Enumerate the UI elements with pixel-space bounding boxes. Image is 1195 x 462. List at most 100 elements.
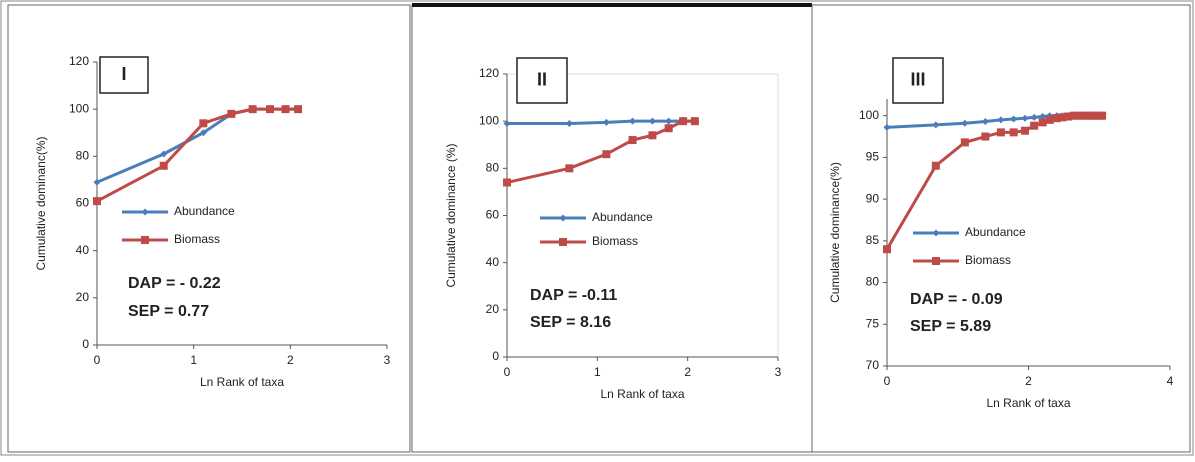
annotation: DAP = - 0.09 (910, 291, 1003, 308)
y-tick-label: 20 (76, 290, 90, 304)
x-tick-label: 3 (775, 365, 782, 379)
point (565, 120, 573, 128)
point (981, 118, 989, 126)
x-axis-title: Ln Rank of taxa (600, 387, 684, 401)
point (1052, 114, 1061, 123)
y-tick-label: 0 (82, 337, 89, 351)
point (931, 161, 940, 170)
point (565, 164, 574, 173)
point (503, 178, 511, 187)
y-tick-label: 75 (866, 316, 880, 330)
x-tick-label: 1 (594, 365, 601, 379)
legend-label: Biomass (965, 253, 1011, 267)
legend-marker (141, 236, 149, 244)
y-tick-label: 120 (479, 66, 499, 80)
point (248, 105, 257, 114)
legend-label: Biomass (592, 234, 638, 248)
annotation: SEP = 8.16 (530, 314, 611, 331)
point (93, 197, 101, 206)
point (1009, 128, 1018, 137)
y-tick-label: 80 (486, 161, 500, 175)
point (1020, 126, 1029, 135)
y-tick-label: 95 (866, 150, 880, 164)
legend-label: Abundance (174, 204, 235, 218)
y-tick-label: 100 (479, 113, 499, 127)
point (883, 245, 891, 254)
y-axis-title: Cumulative dominance (%) (444, 143, 458, 287)
y-tick-label: 60 (76, 196, 90, 210)
x-tick-label: 0 (884, 374, 891, 388)
point (1058, 113, 1067, 122)
panel-border (811, 4, 1191, 453)
y-tick-label: 40 (486, 255, 500, 269)
point (961, 119, 969, 127)
point (1045, 115, 1054, 124)
x-tick-label: 2 (684, 365, 691, 379)
point (981, 132, 990, 141)
panel-border (7, 4, 411, 453)
point (679, 117, 688, 126)
point (503, 120, 511, 128)
series-line (96, 107, 299, 203)
point (648, 117, 656, 125)
point (1039, 113, 1047, 121)
x-axis-title: Ln Rank of taxa (986, 396, 1070, 410)
y-tick-label: 40 (76, 243, 90, 257)
point (602, 118, 610, 126)
point (294, 105, 303, 114)
x-tick-label: 2 (287, 353, 294, 367)
panel-label: I (121, 64, 126, 84)
point (1030, 121, 1039, 130)
legend-marker (559, 238, 567, 246)
point (1074, 111, 1083, 120)
point (199, 119, 208, 128)
point (1010, 115, 1018, 123)
point (1078, 111, 1087, 120)
point (160, 150, 168, 158)
x-tick-label: 2 (1025, 374, 1032, 388)
point (932, 121, 940, 129)
y-tick-label: 85 (866, 233, 880, 247)
panel-label-box (892, 57, 944, 104)
x-tick-label: 4 (1167, 374, 1174, 388)
point (628, 136, 637, 145)
point (883, 123, 891, 131)
legend-label: Abundance (965, 225, 1026, 239)
x-tick-label: 1 (190, 353, 197, 367)
y-tick-label: 100 (69, 101, 89, 115)
point (996, 128, 1005, 137)
point (602, 150, 611, 159)
legend-marker (141, 208, 149, 216)
annotation: DAP = -0.11 (530, 287, 617, 304)
point (960, 138, 969, 147)
x-tick-label: 3 (384, 353, 391, 367)
y-axis-title: Cumulative dominanc(%) (34, 136, 48, 270)
legend-label: Abundance (592, 210, 653, 224)
point (266, 105, 275, 114)
point (1091, 111, 1100, 120)
y-tick-label: 120 (69, 54, 89, 68)
y-tick-label: 20 (486, 302, 500, 316)
y-tick-label: 60 (486, 208, 500, 222)
y-tick-label: 0 (492, 349, 499, 363)
point (1083, 111, 1092, 120)
x-axis-title: Ln Rank of taxa (200, 375, 284, 389)
point (690, 117, 699, 126)
annotation: DAP = - 0.22 (128, 275, 221, 292)
point (1069, 111, 1078, 120)
legend-label: Biomass (174, 232, 220, 246)
point (199, 129, 207, 137)
annotation: SEP = 5.89 (910, 318, 991, 335)
point (1030, 113, 1038, 121)
y-tick-label: 70 (866, 358, 880, 372)
y-tick-label: 80 (866, 275, 880, 289)
point (629, 117, 637, 125)
point (997, 116, 1005, 124)
point (159, 161, 168, 170)
panel-label: II (537, 69, 547, 89)
panel-label-box (516, 57, 568, 104)
point (648, 131, 657, 140)
point (1064, 112, 1073, 121)
